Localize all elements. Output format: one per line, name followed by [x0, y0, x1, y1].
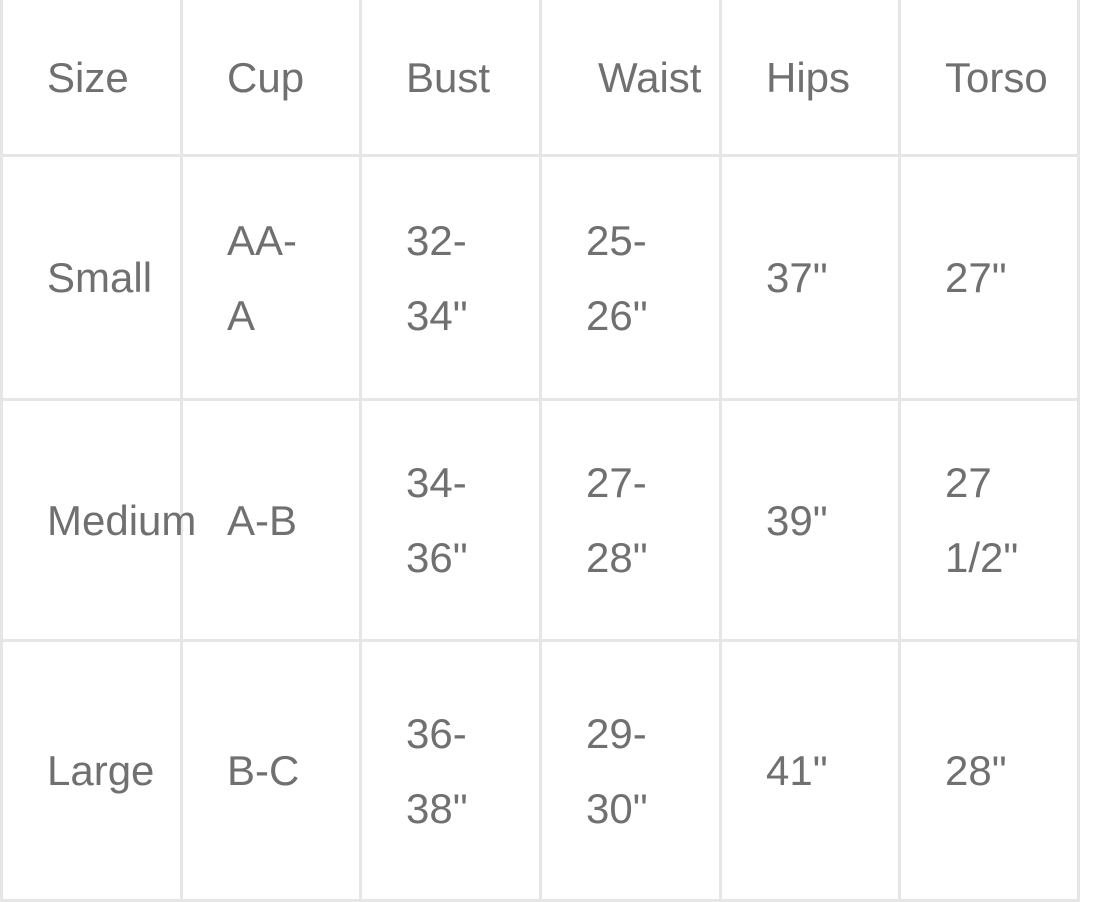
cell-bust: 34-36": [362, 401, 542, 642]
cell-value: 25-26": [586, 216, 648, 339]
cell-cup: AA-A: [183, 157, 362, 401]
cell-size: Large: [3, 642, 183, 902]
cell-value: Medium: [47, 496, 197, 544]
cell-waist: 27-28": [542, 401, 722, 642]
cell-value: 39": [766, 496, 828, 544]
cell-waist: 29-30": [542, 642, 722, 902]
header-label: Size: [47, 53, 129, 101]
header-size: Size: [3, 0, 183, 157]
cell-value: 27-28": [586, 459, 648, 581]
cell-value: B-C: [227, 747, 300, 794]
header-label: Bust: [406, 53, 491, 101]
header-cup: Cup: [183, 0, 362, 157]
cell-value: Large: [47, 747, 155, 794]
cell-value: A-B: [227, 496, 298, 544]
header-torso: Torso: [901, 0, 1080, 157]
cell-value: 41": [766, 747, 828, 794]
cell-hips: 39": [722, 401, 901, 642]
cell-value: 37": [766, 254, 828, 301]
cell-bust: 32-34": [362, 157, 542, 401]
cell-size: Medium: [3, 401, 196, 642]
cell-value: 28": [945, 747, 1007, 794]
header-bust: Bust: [362, 0, 542, 157]
header-label: Torso: [945, 53, 1048, 101]
cell-value: Small: [47, 254, 153, 301]
cell-torso: 27": [901, 157, 1080, 401]
cell-value: 29-30": [586, 709, 648, 832]
cell-value: 27": [945, 254, 1007, 301]
cell-cup: A-B: [183, 401, 362, 642]
header-label: Waist: [598, 53, 702, 101]
header-waist: Waist: [542, 0, 722, 157]
cell-torso: 28": [901, 642, 1080, 902]
cell-torso: 27 1/2": [901, 401, 1080, 642]
cell-hips: 41": [722, 642, 901, 902]
cell-value: 32-34": [406, 216, 468, 339]
header-label: Hips: [766, 53, 851, 101]
cell-value: 36-38": [406, 709, 468, 832]
header-hips: Hips: [722, 0, 901, 157]
cell-value: AA-A: [227, 216, 298, 339]
header-label: Cup: [227, 53, 305, 101]
cell-cup: B-C: [183, 642, 362, 902]
cell-value: 34-36": [406, 459, 468, 581]
cell-hips: 37": [722, 157, 901, 401]
cell-bust: 36-38": [362, 642, 542, 902]
cell-value: 27 1/2": [945, 459, 1019, 581]
cell-size: Small: [3, 157, 183, 401]
cell-waist: 25-26": [542, 157, 722, 401]
